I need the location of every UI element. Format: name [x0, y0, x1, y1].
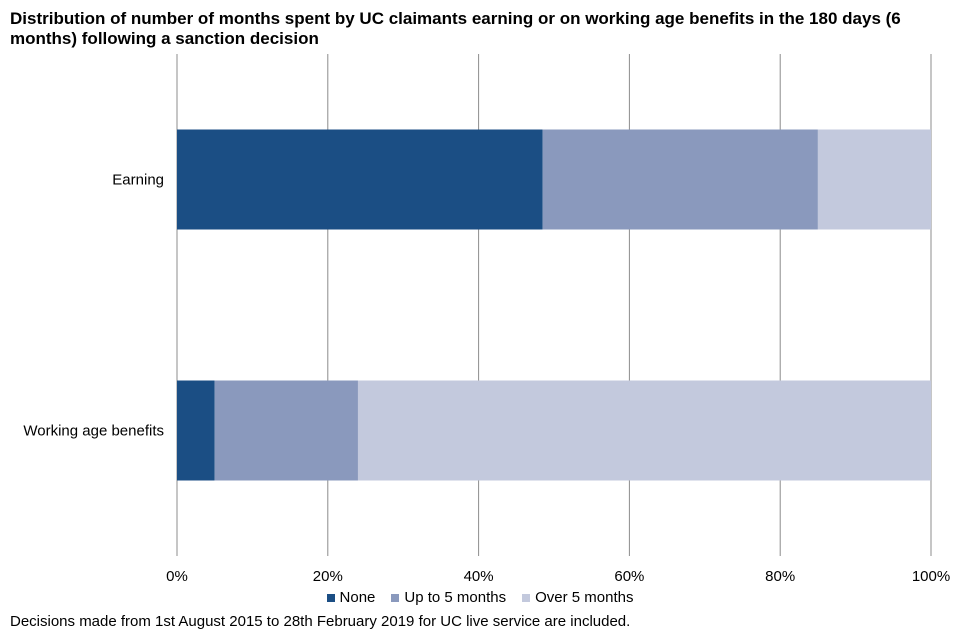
x-tick-label: 40%: [464, 568, 494, 585]
x-tick-label: 80%: [765, 568, 795, 585]
x-tick-label: 0%: [166, 568, 188, 585]
x-tick-label: 60%: [614, 568, 644, 585]
legend-swatch: [326, 593, 335, 602]
chart-title: Distribution of number of months spent b…: [10, 9, 901, 48]
bar-segment: [214, 380, 358, 481]
category-label: Working age benefits: [23, 423, 164, 440]
bar-segment: [357, 380, 932, 481]
x-tick-label: 20%: [313, 568, 343, 585]
legend-label: Up to 5 months: [404, 589, 507, 606]
bar-segment: [542, 129, 818, 230]
legend-label: Over 5 months: [535, 589, 634, 606]
legend-swatch: [522, 593, 531, 602]
bar-chart: 0% 20% 40% 60% 80% 100% Earning Working age ben…: [23, 54, 950, 585]
bar-segment: [817, 129, 931, 230]
bar-segment: [177, 380, 215, 481]
legend-item: Over 5 months: [522, 589, 633, 606]
chart-legend: None Up to 5 months Over 5 months: [0, 589, 960, 606]
legend-item: Up to 5 months: [391, 589, 506, 606]
category-label: Earning: [112, 172, 164, 189]
bar-segment: [177, 129, 543, 230]
legend-item: None: [326, 589, 376, 606]
x-tick-label: 100%: [912, 568, 950, 585]
legend-swatch: [391, 593, 400, 602]
chart-footnote: Decisions made from 1st August 2015 to 2…: [10, 613, 631, 630]
legend-label: None: [339, 589, 376, 606]
